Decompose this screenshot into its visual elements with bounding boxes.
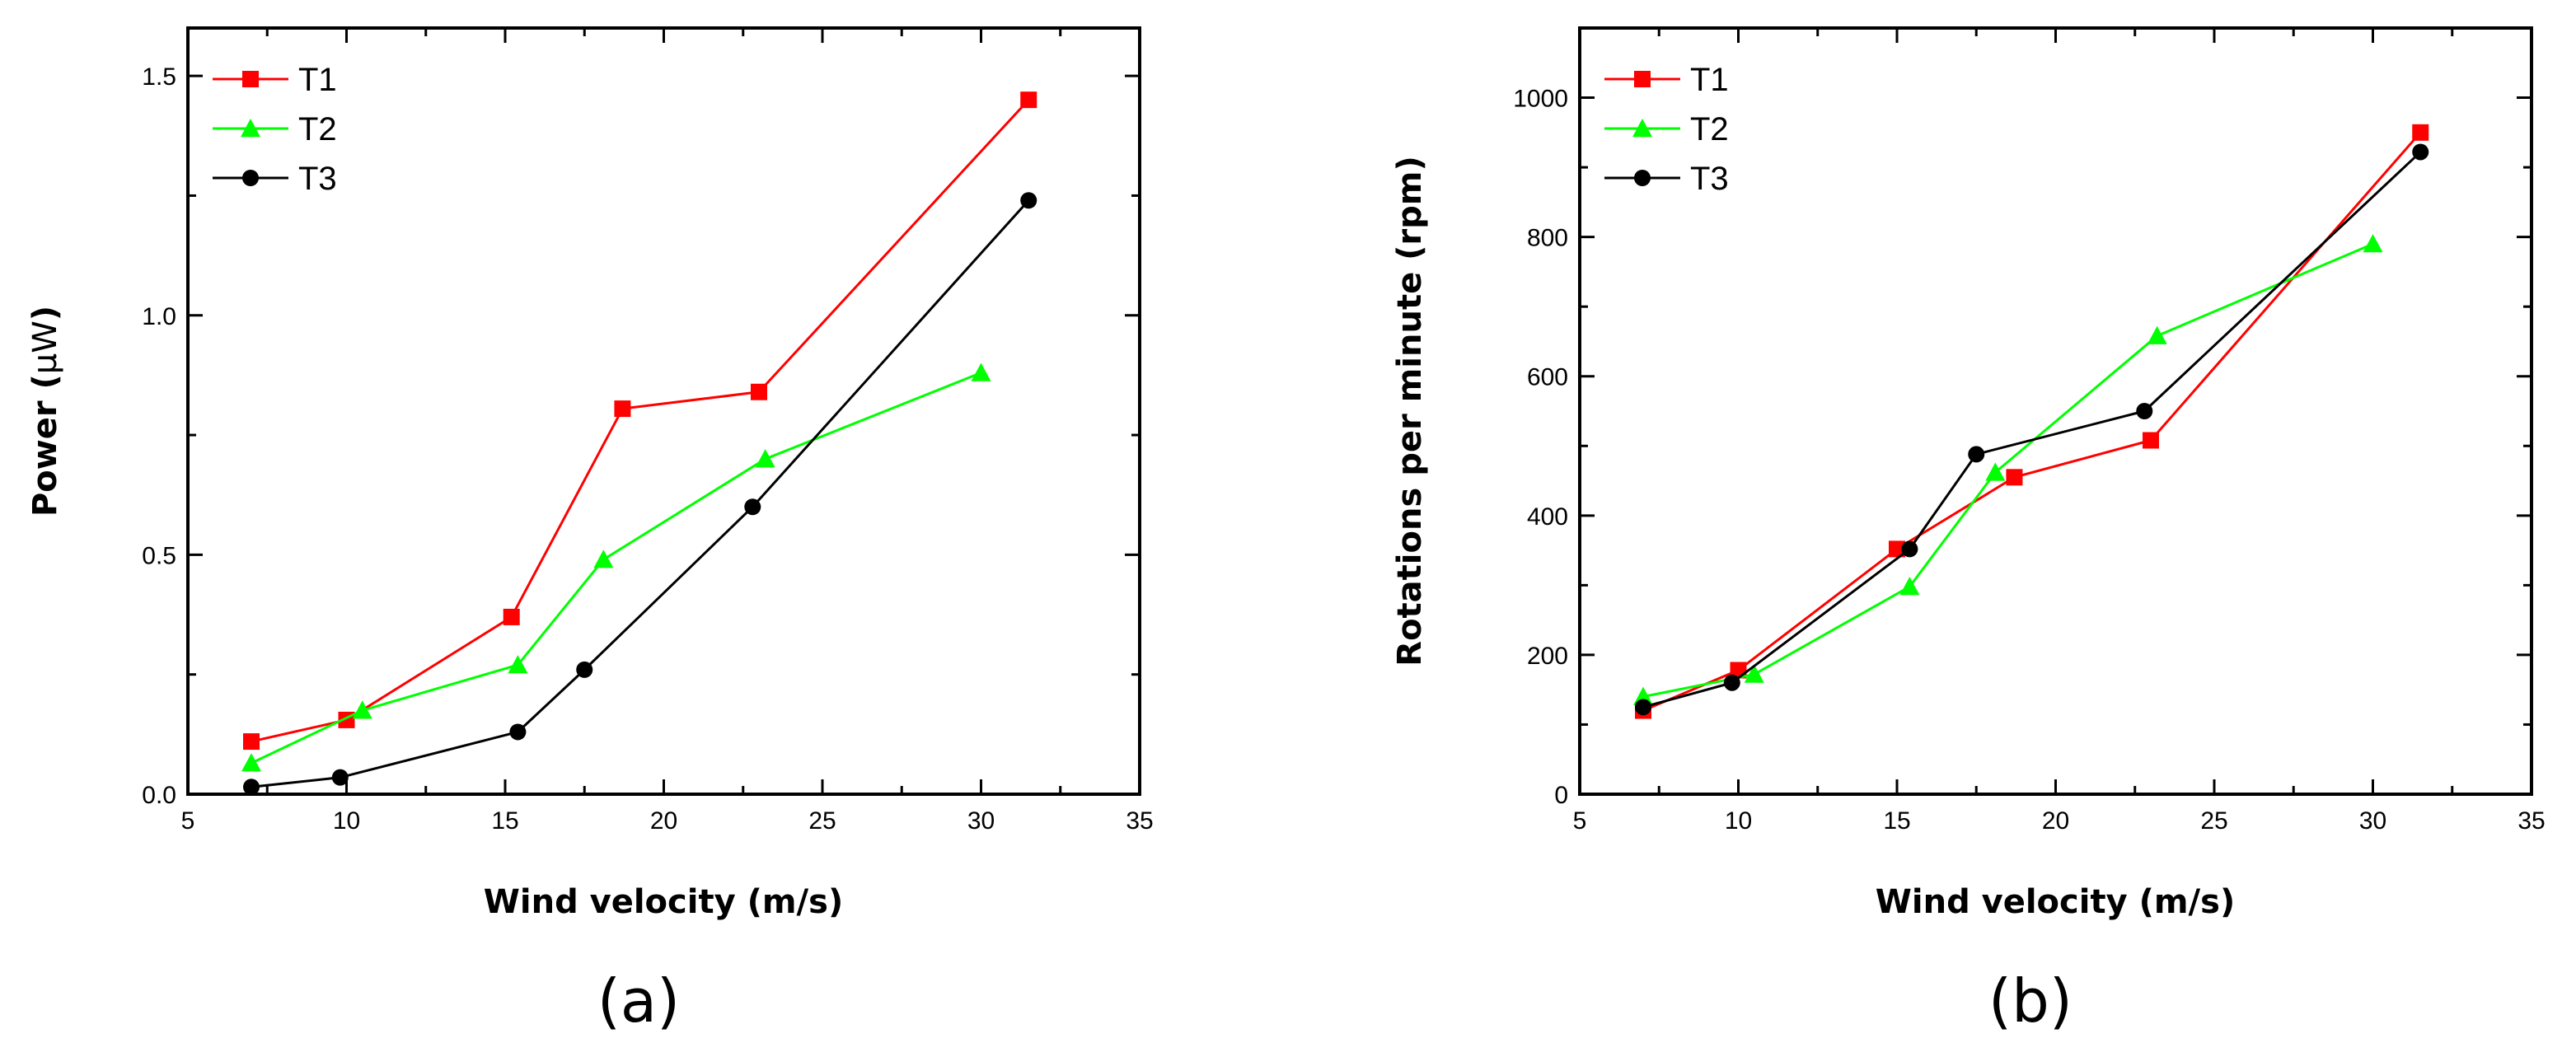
data-point-t3 [509, 723, 527, 741]
legend-a: T1 T2 T3 [213, 62, 337, 197]
y-tick-label: 400 [1527, 503, 1568, 531]
data-point-t2 [1744, 664, 1764, 683]
x-tick-label: 15 [1883, 807, 1910, 835]
series-line-t2 [251, 372, 982, 765]
data-point-t2 [241, 753, 261, 772]
y-tick-label: 0.0 [142, 782, 176, 809]
x-tick-label: 10 [333, 807, 360, 835]
series-layer-b [1633, 124, 2429, 719]
x-tick-label: 5 [181, 807, 195, 835]
legend-marker-t2 [1632, 119, 1652, 138]
data-point-t3 [576, 661, 593, 678]
data-point-t1 [2006, 469, 2023, 486]
x-tick-label: 25 [808, 807, 836, 835]
legend-marker-t1 [1634, 71, 1651, 87]
x-tick-label: 35 [1126, 807, 1153, 835]
data-point-t2 [508, 655, 528, 674]
data-point-t3 [1723, 674, 1740, 691]
y-tick-label: 200 [1527, 643, 1568, 670]
data-point-t3 [1901, 540, 1918, 558]
series-layer-a [241, 91, 1037, 796]
data-point-t2 [1985, 462, 2006, 481]
y-tick-label: 600 [1527, 364, 1568, 391]
x-axis-title-b: Wind velocity (m/s) [1876, 883, 2235, 921]
data-point-t2 [971, 362, 991, 381]
y-axis-title-a-tail: ) [26, 306, 64, 320]
legend-b: T1 T2 T3 [1604, 62, 1729, 197]
panel-label-a: (a) [597, 966, 680, 1036]
data-point-t2 [2363, 234, 2383, 253]
x-tick-label: 35 [2517, 807, 2545, 835]
legend-label-t1: T1 [298, 62, 337, 98]
series-line-t1 [251, 99, 1030, 743]
legend-label-t1: T1 [1690, 62, 1729, 98]
data-point-t2 [593, 550, 614, 568]
data-point-t3 [1020, 192, 1037, 209]
data-point-t1 [1889, 540, 1905, 558]
x-tick-label: 10 [1725, 807, 1752, 835]
y-tick-label: 1.0 [142, 303, 176, 330]
panel-label-b: (b) [1988, 966, 2073, 1036]
data-point-t2 [1633, 686, 1653, 705]
data-point-t2 [2147, 325, 2167, 344]
x-tick-label: 30 [967, 807, 995, 835]
y-axis-title-a: Power (μW) [26, 306, 64, 517]
legend-label-t3: T3 [1690, 161, 1729, 197]
data-point-t1 [751, 383, 767, 400]
y-tick-label: 800 [1527, 225, 1568, 252]
data-point-t2 [352, 700, 372, 719]
ticks-a [186, 28, 1141, 796]
data-point-t3 [2136, 403, 2153, 419]
x-tick-label: 25 [2200, 807, 2227, 835]
data-point-t3 [331, 769, 349, 786]
data-point-t1 [2412, 124, 2429, 141]
data-point-t3 [744, 498, 761, 516]
y-tick-label: 0.5 [142, 542, 176, 569]
x-tick-label: 20 [650, 807, 677, 835]
series-line-t3 [251, 199, 1030, 788]
data-point-t3 [1968, 446, 1985, 463]
tick-labels-a: 5 10 15 20 25 30 35 0.0 0.5 1.0 1.5 [142, 63, 1153, 835]
data-point-t1 [614, 400, 631, 418]
chart-panel-a: 5 10 15 20 25 30 35 0.0 0.5 1.0 1.5 T1 T2 T3 Wind ve… [26, 26, 1154, 1036]
x-tick-label: 30 [2359, 807, 2386, 835]
y-axis-title-a-main: Power ( [26, 374, 64, 517]
y-axis-title-b: Rotations per minute (rpm) [1391, 156, 1429, 666]
y-tick-label: 1000 [1513, 86, 1568, 113]
data-point-t3 [243, 779, 260, 796]
data-point-t1 [2143, 432, 2159, 449]
data-point-t3 [2412, 143, 2429, 161]
y-tick-label: 1.5 [142, 63, 176, 91]
legend-marker-t3 [1634, 170, 1651, 186]
x-tick-label: 20 [2042, 807, 2069, 835]
chart-panel-b: 5 10 15 20 25 30 35 0 200 400 600 800 1000 T1 T2 T3 Wi… [1391, 26, 2546, 1036]
data-point-t1 [243, 733, 260, 751]
data-point-t2 [755, 449, 775, 468]
data-point-t1 [503, 608, 520, 625]
x-axis-title-a: Wind velocity (m/s) [484, 883, 843, 921]
x-tick-label: 5 [1573, 807, 1587, 835]
series-line-t3 [1642, 151, 2422, 709]
data-point-t1 [1020, 91, 1037, 109]
y-axis-title-a-unit: μW [26, 320, 64, 374]
legend-label-t2: T2 [1690, 111, 1729, 147]
legend-marker-t1 [242, 71, 259, 87]
legend-marker-t2 [241, 119, 260, 138]
series-line-t1 [1642, 131, 2422, 712]
x-tick-label: 15 [491, 807, 518, 835]
ticks-b [1578, 28, 2533, 796]
legend-marker-t3 [242, 170, 259, 186]
tick-labels-b: 5 10 15 20 25 30 35 0 200 400 600 800 1000 [1513, 86, 2545, 835]
y-tick-label: 0 [1554, 782, 1568, 809]
data-point-t3 [1635, 699, 1651, 716]
data-point-t2 [1899, 577, 1920, 596]
legend-label-t3: T3 [298, 161, 337, 197]
legend-label-t2: T2 [298, 111, 337, 147]
